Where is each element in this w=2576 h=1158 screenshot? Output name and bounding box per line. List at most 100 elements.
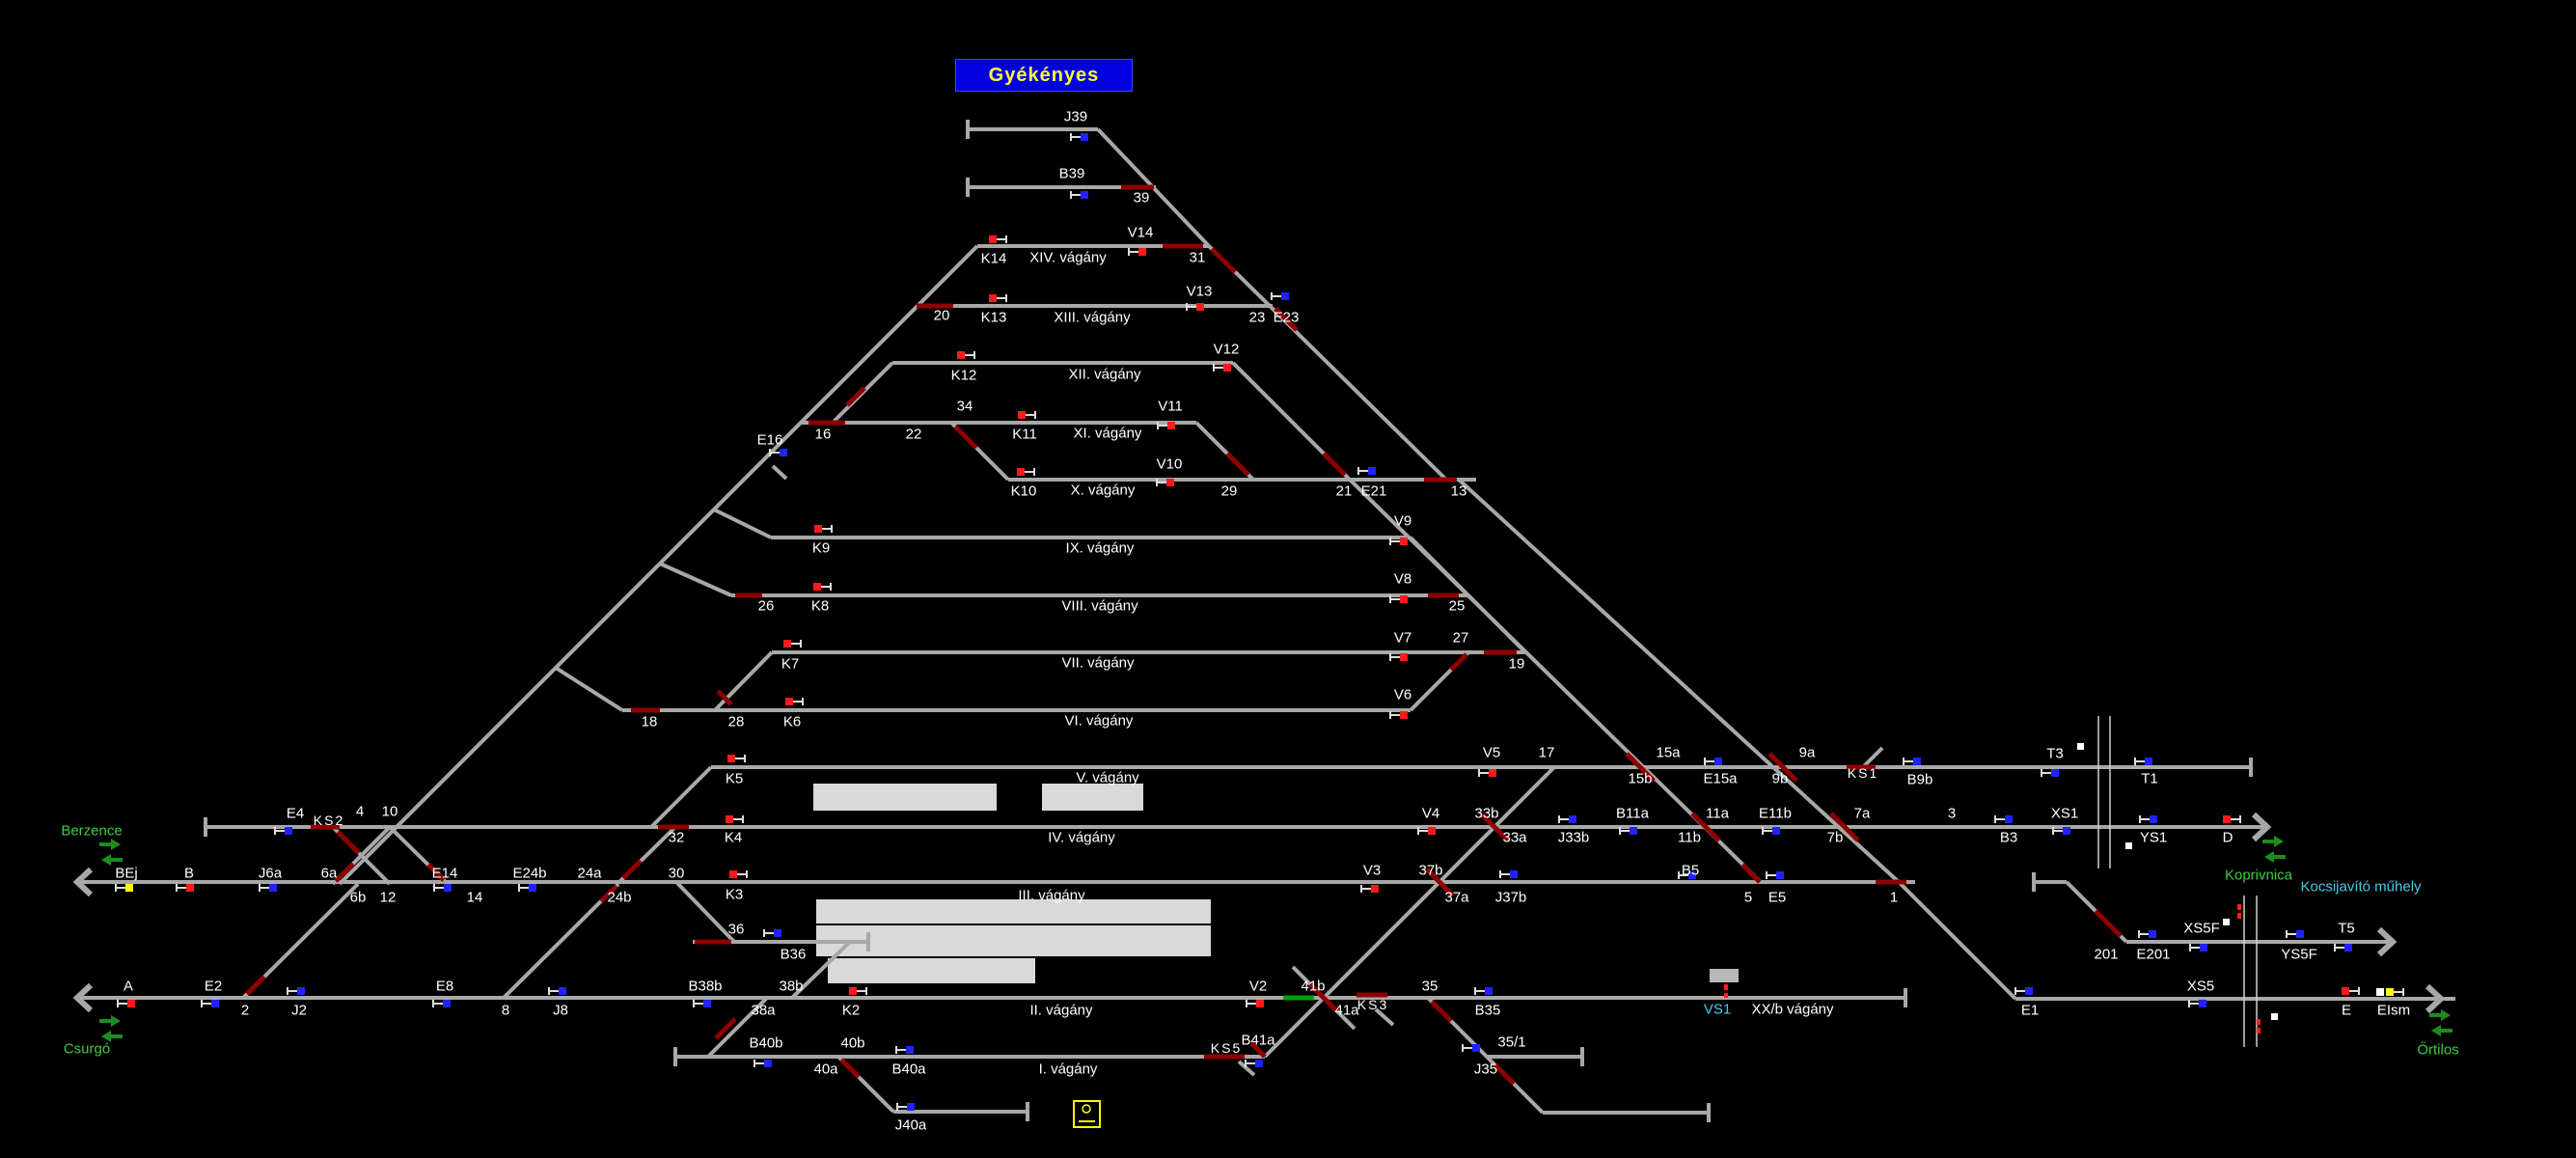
signal-EIsm-y[interactable] xyxy=(2386,988,2404,996)
signal-V2[interactable] xyxy=(1246,1000,1264,1007)
signal-E8[interactable] xyxy=(432,1000,451,1007)
signal-D[interactable] xyxy=(2223,815,2241,823)
signal-K11[interactable] xyxy=(1018,411,1036,419)
signal-B35[interactable] xyxy=(1474,987,1493,995)
element-label-k8: K8 xyxy=(810,597,830,615)
occupied-track-segment xyxy=(1308,982,1339,1013)
signal-J39[interactable] xyxy=(1070,133,1088,141)
element-label-7a: 7a xyxy=(1853,805,1871,822)
signal-J2[interactable] xyxy=(287,987,305,995)
signal-J33b[interactable] xyxy=(1558,815,1576,823)
track-line xyxy=(674,880,736,944)
signal-XS5F[interactable] xyxy=(2189,944,2207,951)
element-label-37b: 37b xyxy=(1418,862,1443,879)
signal-V4[interactable] xyxy=(1417,827,1436,835)
signal-E5[interactable] xyxy=(1766,871,1784,879)
signal-E16[interactable] xyxy=(769,449,787,456)
signal-K6[interactable] xyxy=(785,698,804,705)
signal-V12[interactable] xyxy=(1213,364,1231,372)
signal-E14[interactable] xyxy=(433,884,452,892)
signal-B11a[interactable] xyxy=(1619,827,1637,835)
signal-E4[interactable] xyxy=(274,827,292,835)
signal-B39[interactable] xyxy=(1070,191,1088,199)
signal-T3[interactable] xyxy=(2041,769,2059,777)
signal-V7[interactable] xyxy=(1389,653,1408,661)
signal-V3[interactable] xyxy=(1360,885,1379,893)
signal-B[interactable] xyxy=(176,884,194,892)
signal-K7[interactable] xyxy=(783,640,802,648)
element-label-2: 2 xyxy=(240,1002,250,1019)
signal-K9[interactable] xyxy=(814,525,833,533)
signal-BEj[interactable] xyxy=(115,884,133,892)
track-name-label-v-v-g-ny: V. vágány xyxy=(1076,769,1139,786)
signal-K3[interactable] xyxy=(729,870,748,878)
signal-B36[interactable] xyxy=(763,929,781,937)
element-label-b35: B35 xyxy=(1474,1002,1501,1019)
signal-V8[interactable] xyxy=(1389,595,1408,603)
signal-T1[interactable] xyxy=(2134,758,2152,765)
signal-B38b[interactable] xyxy=(693,1000,711,1007)
signal-V9[interactable] xyxy=(1389,538,1408,545)
signal-V11[interactable] xyxy=(1157,422,1175,429)
signal-E201[interactable] xyxy=(2138,930,2156,938)
signal-K10[interactable] xyxy=(1017,468,1035,476)
signal-K12[interactable] xyxy=(957,351,975,359)
signal-A[interactable] xyxy=(117,1000,135,1007)
occupied-track-segment xyxy=(599,884,618,903)
signal-EIsm-w[interactable] xyxy=(2376,988,2384,996)
signal-B41a[interactable] xyxy=(1245,1060,1263,1067)
signal-E1[interactable] xyxy=(2014,987,2033,995)
occupied-track-segment xyxy=(1210,247,1237,274)
signal-B40b[interactable] xyxy=(754,1060,772,1067)
track-name-label-xx-b-v-g-ny: XX/b vágány xyxy=(1751,1001,1834,1018)
signal-E15a[interactable] xyxy=(1704,758,1722,765)
signal-K13[interactable] xyxy=(989,294,1007,302)
signal-E24b[interactable] xyxy=(518,884,536,892)
element-label-e23: E23 xyxy=(1273,309,1300,326)
signal-K2[interactable] xyxy=(849,987,867,995)
line-direction-arrow-icon xyxy=(2376,926,2398,957)
signal-V14[interactable] xyxy=(1128,248,1146,256)
signal-XS5[interactable] xyxy=(2188,1000,2206,1007)
signal-E21[interactable] xyxy=(1357,467,1376,475)
signal-K14[interactable] xyxy=(989,235,1007,243)
signal-B9b[interactable] xyxy=(1903,758,1921,765)
signal-V13[interactable] xyxy=(1186,303,1204,311)
element-label-e21: E21 xyxy=(1360,482,1387,500)
track-name-label-xii-v-g-ny: XII. vágány xyxy=(1068,366,1141,383)
signal-V5[interactable] xyxy=(1478,769,1496,777)
signal-S35-1[interactable] xyxy=(1462,1044,1480,1052)
signal-E[interactable] xyxy=(2342,987,2360,995)
element-label-k13: K13 xyxy=(980,309,1007,326)
signal-B5[interactable] xyxy=(1678,871,1696,879)
signal-E23[interactable] xyxy=(1271,292,1289,300)
signal-V6[interactable] xyxy=(1389,711,1408,719)
element-label-j40a: J40a xyxy=(894,1117,927,1134)
direction-arrow-left-icon xyxy=(2264,851,2286,863)
occupied-track-segment xyxy=(1274,307,1299,332)
element-label-v3: V3 xyxy=(1362,862,1382,879)
signal-J6a[interactable] xyxy=(259,884,277,892)
element-label-j37b: J37b xyxy=(1494,889,1527,906)
signal-XS1[interactable] xyxy=(2052,827,2070,835)
signal-B40a[interactable] xyxy=(895,1046,914,1054)
platform xyxy=(828,958,1035,983)
signal-K4[interactable] xyxy=(726,815,744,823)
track-name-label-ix-v-g-ny: IX. vágány xyxy=(1065,539,1135,557)
signal-YS1[interactable] xyxy=(2139,815,2157,823)
element-label-b40a: B40a xyxy=(891,1061,926,1078)
signal-J8[interactable] xyxy=(548,987,566,995)
signal-V10[interactable] xyxy=(1156,479,1174,486)
signal-E11b[interactable] xyxy=(1762,827,1780,835)
signal-J40a[interactable] xyxy=(896,1103,915,1111)
signal-E2[interactable] xyxy=(201,1000,219,1007)
signal-K8[interactable] xyxy=(813,583,832,591)
signal-B3[interactable] xyxy=(1994,815,2013,823)
signal-J37b[interactable] xyxy=(1499,870,1518,878)
element-label-e201: E201 xyxy=(2136,946,2171,963)
element-label-b38b: B38b xyxy=(688,978,723,995)
track-line xyxy=(554,666,624,712)
signal-T5[interactable] xyxy=(2334,944,2352,951)
signal-YS5F[interactable] xyxy=(2286,930,2304,938)
signal-K5[interactable] xyxy=(727,755,746,762)
